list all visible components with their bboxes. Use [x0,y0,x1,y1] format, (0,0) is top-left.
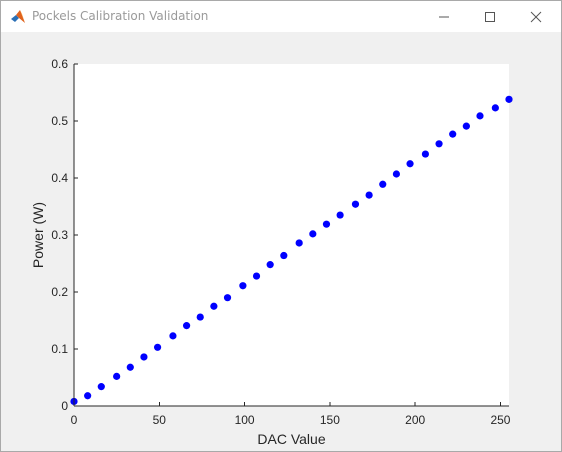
x-tick-label: 200 [405,413,425,427]
data-point [505,95,513,103]
data-point [421,150,430,158]
y-tick-label: 0.5 [51,114,68,128]
minimize-icon [439,16,449,18]
data-point [449,130,457,138]
data-point [153,343,162,351]
y-tick-label: 0.3 [51,228,68,242]
x-axis-label: DAC Value [257,431,325,447]
maximize-icon [485,12,495,22]
figure-canvas: 0 50 100 150 200 250 0 0.1 0.2 0.3 0.4 0.5 0.6 DAC … [1,32,561,451]
y-tick-label: 0.4 [51,171,68,185]
y-tick-label: 0.2 [51,285,68,299]
x-tick-label: 0 [71,413,78,427]
data-point [239,282,247,290]
y-tick-label: 0.6 [51,57,68,71]
close-button[interactable] [513,1,559,32]
data-point [210,302,218,310]
data-point [266,261,274,269]
y-tick-label: 0.1 [51,342,68,356]
data-point [84,392,92,400]
data-markers [70,95,513,406]
x-tick-label: 150 [320,413,340,427]
data-point [295,239,303,247]
y-axis-label: Power (W) [30,202,46,268]
data-point [196,313,204,321]
maximize-button[interactable] [467,1,513,32]
minimize-button[interactable] [421,1,467,32]
y-axis-ticks: 0 0.1 0.2 0.3 0.4 0.5 0.6 [51,57,78,413]
data-point [97,383,105,391]
data-point [491,104,499,112]
data-point [351,200,360,208]
data-point [462,122,470,130]
matlab-logo-icon [11,10,25,23]
data-point [140,353,148,361]
data-point [476,112,484,120]
scatter-plot[interactable]: 0 50 100 150 200 250 0 0.1 0.2 0.3 0.4 0.5 0.6 DAC … [1,32,561,451]
data-point [252,272,261,280]
x-tick-label: 250 [490,413,510,427]
x-tick-label: 50 [153,413,167,427]
data-point [392,170,401,178]
close-icon [530,11,542,23]
data-point [182,322,191,330]
title-bar[interactable]: Pockels Calibration Validation [1,1,561,32]
x-axis-ticks: 0 50 100 150 200 250 [71,402,511,427]
data-point [169,332,177,340]
y-tick-label: 0 [61,399,68,413]
data-point [126,363,134,371]
data-point [365,191,373,199]
data-point [435,140,443,148]
data-point [379,180,387,188]
x-tick-label: 100 [235,413,255,427]
axes-background [74,64,509,406]
data-point [336,211,344,219]
data-point [406,160,414,168]
data-point [280,251,288,260]
data-point [113,372,121,380]
window-title: Pockels Calibration Validation [32,9,209,23]
data-point [223,294,232,302]
data-point [322,220,331,228]
data-point [309,230,317,238]
